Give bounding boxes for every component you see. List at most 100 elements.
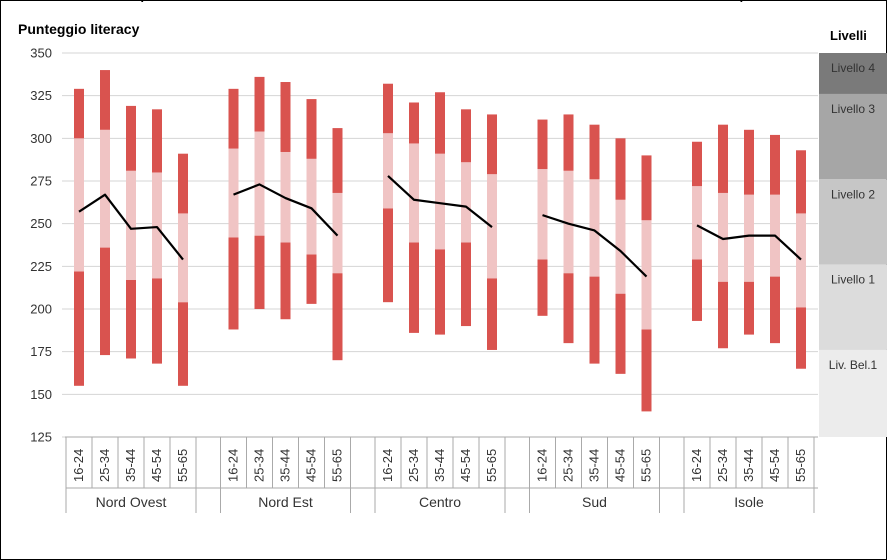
x-axis: 16-24 25-34 35-44 45-54 55-65 Nord Ovest 16-24…: [65, 436, 818, 513]
bar-middle-segment: [332, 192, 343, 274]
level-label: Liv. Bel.1: [829, 358, 878, 372]
bar-middle-segment: [126, 170, 136, 280]
level-band-5: [819, 349, 887, 437]
y-tick-label: 225: [30, 259, 52, 274]
x-tick-label: 55-65: [330, 449, 345, 482]
level-band-2: [819, 93, 887, 180]
level-label: Livello 4: [831, 61, 875, 75]
bar-lower-segment: [126, 279, 136, 359]
bar-middle-segment: [796, 213, 806, 308]
bar-lower-segment: [178, 302, 188, 386]
bar-upper-segment: [537, 119, 548, 170]
x-tick-label: 16-24: [226, 449, 241, 482]
bar-upper-segment: [100, 70, 110, 130]
level-band-1: [819, 53, 887, 94]
bar-middle-segment: [718, 192, 728, 282]
bar-upper-segment: [692, 141, 702, 187]
bar-upper-segment: [461, 109, 471, 163]
bar-upper-segment: [254, 76, 265, 132]
bar-lower-segment: [280, 242, 291, 320]
x-tick-label: 25-34: [97, 449, 112, 482]
mean-line-centro: [387, 175, 493, 228]
bar-lower-segment: [796, 307, 806, 369]
y-tick-label: 250: [30, 216, 52, 231]
level-label: Livello 3: [831, 102, 875, 116]
levels-title: Livelli: [830, 28, 867, 43]
bar-lower-segment: [228, 237, 239, 330]
x-tick-label: 35-44: [587, 449, 602, 482]
bar-lower-segment: [383, 208, 393, 303]
level-label: Livello 2: [831, 187, 875, 201]
bar-middle-segment: [744, 194, 754, 282]
level-label: Livello 1: [831, 273, 875, 287]
bar-middle-segment: [383, 133, 393, 209]
bar-lower-segment: [641, 329, 652, 412]
bar-lower-segment: [537, 259, 548, 316]
bar-upper-segment: [641, 155, 652, 221]
bar-middle-segment: [692, 186, 702, 260]
x-tick-label: 16-24: [689, 449, 704, 482]
bar-lower-segment: [435, 249, 445, 335]
bar-lower-segment: [254, 235, 265, 309]
bar-lower-segment: [461, 242, 471, 327]
group-label: Isole: [734, 494, 764, 510]
bar-lower-segment: [409, 242, 419, 333]
y-tick-label: 150: [30, 387, 52, 402]
level-band-4: [819, 264, 887, 350]
x-tick-label: 45-54: [613, 449, 628, 482]
x-tick-label: 55-65: [793, 449, 808, 482]
x-tick-label: 25-34: [406, 449, 421, 482]
levels-band: Livello 4 Livello 3 Livello 2 Livello 1 Liv.…: [819, 53, 887, 437]
bar-upper-segment: [796, 150, 806, 214]
bar-lower-segment: [152, 278, 162, 364]
bar-upper-segment: [435, 92, 445, 154]
x-tick-label: 16-24: [71, 449, 86, 482]
bar-middle-segment: [537, 169, 548, 260]
x-tick-label: 25-34: [252, 449, 267, 482]
bar-middle-segment: [409, 143, 419, 243]
x-tick-label: 35-44: [432, 449, 447, 482]
bar-middle-segment: [589, 179, 600, 277]
group-label: Centro: [419, 494, 461, 510]
bar-upper-segment: [228, 88, 239, 149]
bar-lower-segment: [692, 259, 702, 321]
x-tick-label: 35-44: [741, 449, 756, 482]
x-tick-label: 16-24: [535, 449, 550, 482]
bar-upper-segment: [306, 99, 317, 159]
bar-upper-segment: [74, 88, 84, 139]
y-tick-label: 300: [30, 131, 52, 146]
bar-upper-segment: [409, 102, 419, 144]
x-tick-label: 55-65: [175, 449, 190, 482]
group-label: Nord Est: [258, 494, 313, 510]
bars: [74, 70, 806, 412]
x-tick-label: 45-54: [458, 449, 473, 482]
level-band-3: [819, 179, 887, 265]
x-tick-label: 45-54: [767, 449, 782, 482]
x-tick-label: 55-65: [639, 449, 654, 482]
y-tick-label: 325: [30, 88, 52, 103]
bar-lower-segment: [589, 276, 600, 364]
bar-middle-segment: [615, 199, 626, 294]
bar-middle-segment: [228, 148, 239, 238]
bar-upper-segment: [589, 124, 600, 180]
bar-lower-segment: [487, 278, 497, 350]
bar-upper-segment: [718, 124, 728, 193]
x-tick-label: 16-24: [380, 449, 395, 482]
bar-upper-segment: [332, 128, 343, 193]
y-tick-label: 200: [30, 302, 52, 317]
y-tick-label: 125: [30, 430, 52, 445]
mean-line-nord-ovest: [78, 193, 184, 261]
bar-middle-segment: [100, 129, 110, 248]
bar-lower-segment: [770, 276, 780, 344]
caption-fragment-right: ),: [740, 0, 752, 3]
bar-lower-segment: [744, 281, 754, 335]
bar-lower-segment: [718, 281, 728, 349]
x-tick-label: 55-65: [484, 449, 499, 482]
x-tick-label: 35-44: [278, 449, 293, 482]
x-tick-label: 45-54: [149, 449, 164, 482]
bar-upper-segment: [178, 153, 188, 214]
y-tick-label: 275: [30, 174, 52, 189]
bar-upper-segment: [615, 138, 626, 200]
